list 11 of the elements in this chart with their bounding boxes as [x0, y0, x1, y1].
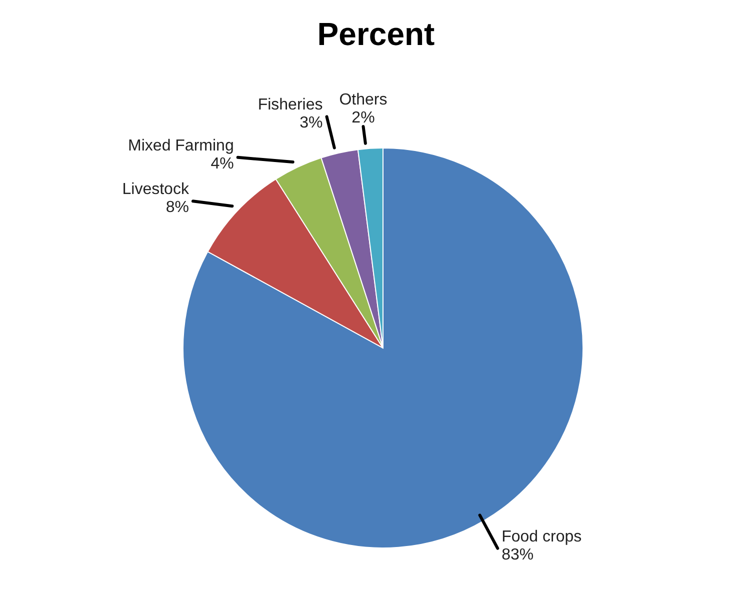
data-label: 3%	[300, 114, 323, 132]
data-label: 2%	[352, 109, 375, 126]
data-label: 8%	[166, 199, 189, 216]
slice-label: Livestock	[122, 181, 190, 198]
slice-label: Fisheries	[258, 96, 323, 114]
slice-label: Mixed Farming	[128, 137, 234, 154]
data-label: 4%	[210, 155, 234, 172]
data-label: 83%	[502, 546, 534, 564]
slice-label: Food crops	[502, 528, 582, 546]
slice-label: Others	[339, 91, 388, 108]
chart-title: Percent	[317, 16, 435, 52]
